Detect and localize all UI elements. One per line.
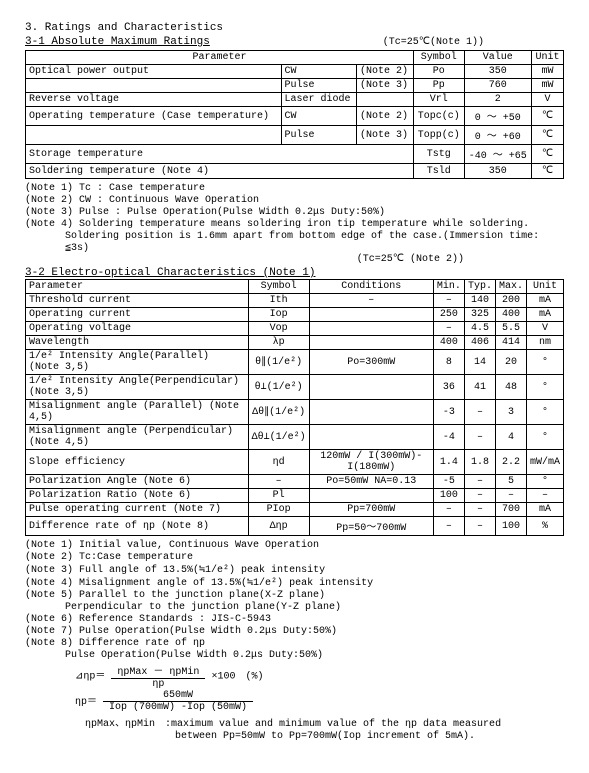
subsection-3-2: 3-2 Electro-optical Characteristics (Not… bbox=[25, 267, 315, 279]
th-max: Max. bbox=[495, 280, 526, 294]
note-line: (Note 2) CW : Continuous Wave Operation bbox=[25, 195, 564, 206]
table-electro-optical: Parameter Symbol Conditions Min. Typ. Ma… bbox=[25, 279, 564, 536]
table-row: Slope efficiencyηd120mW / I(300mW)-I(180… bbox=[26, 450, 564, 475]
table-absolute-max: Parameter Symbol Value Unit Optical powe… bbox=[25, 50, 564, 179]
table-row: Pulse operating current (Note 7)PIopPp=7… bbox=[26, 503, 564, 517]
note-line: (Note 1) Initial value, Continuous Wave … bbox=[25, 540, 564, 551]
table-row: Misalignment angle (Perpendicular)(Note … bbox=[26, 425, 564, 450]
table-row: Operating voltageVop–4.55.5V bbox=[26, 322, 564, 336]
formula-delta-eta: ⊿ηp＝ ηpMax － ηpMinηp ×100 (%) bbox=[75, 662, 564, 690]
table-row: Difference rate of ηp (Note 8)ΔηpPp=50～7… bbox=[26, 517, 564, 536]
th-symbol: Symbol bbox=[248, 280, 309, 294]
table-row: Polarization Angle (Note 6)–Po=50mW NA=0… bbox=[26, 475, 564, 489]
note-line: (Note 4) Soldering temperature means sol… bbox=[25, 219, 564, 230]
table-row: Soldering temperature (Note 4)Tsld350℃ bbox=[26, 164, 564, 179]
note-line: (Note 7) Pulse Operation(Pulse Width 0.2… bbox=[25, 626, 564, 637]
table-row: Wavelengthλp400406414nm bbox=[26, 336, 564, 350]
table-row: Pulse(Note 3)Pp760mW bbox=[26, 79, 564, 93]
th-typ: Typ. bbox=[464, 280, 495, 294]
table-row: Reverse voltageLaser diodeVrl2V bbox=[26, 93, 564, 107]
table-row: 1/e² Intensity Angle(Parallel) (Note 3,5… bbox=[26, 350, 564, 375]
note-line: (Note 3) Pulse : Pulse Operation(Pulse W… bbox=[25, 207, 564, 218]
tc-note-1: (Tc=25℃(Note 1)) bbox=[383, 36, 484, 48]
table-row: 1/e² Intensity Angle(Perpendicular)(Note… bbox=[26, 375, 564, 400]
table-row: Storage temperatureTstg-40 ～ +65℃ bbox=[26, 145, 564, 164]
tc-note-2: (Tc=25℃ (Note 2)) bbox=[357, 253, 464, 265]
note-line: (Note 5) Parallel to the junction plane(… bbox=[25, 590, 564, 601]
th-min: Min. bbox=[433, 280, 464, 294]
table-row: Optical power outputCW(Note 2)Po350mW bbox=[26, 65, 564, 79]
note-indent: Pulse Operation(Pulse Width 0.2μs Duty:5… bbox=[65, 650, 564, 661]
th-unit: Unit bbox=[526, 280, 563, 294]
note-indent: Soldering position is 1.6mm apart from b… bbox=[65, 231, 564, 254]
table-row: Misalignment angle (Parallel) (Note 4,5)… bbox=[26, 400, 564, 425]
section-title: 3. Ratings and Characteristics bbox=[25, 22, 564, 34]
th-parameter: Parameter bbox=[26, 280, 249, 294]
th-conditions: Conditions bbox=[309, 280, 433, 294]
footnote: between Pp=50mW to Pp=700mW(Iop incremen… bbox=[175, 731, 564, 742]
note-line: (Note 1) Tc : Case temperature bbox=[25, 183, 564, 194]
note-indent: Perpendicular to the junction plane(Y-Z … bbox=[65, 602, 564, 613]
table-row: Pulse(Note 3)Topp(c)0 ～ +60℃ bbox=[26, 126, 564, 145]
table-row: Operating currentIop250325400mA bbox=[26, 308, 564, 322]
th-unit: Unit bbox=[531, 51, 563, 65]
table-row: Polarization Ratio (Note 6)Pl100––– bbox=[26, 489, 564, 503]
note-line: (Note 4) Misalignment angle of 13.5%(≒1/… bbox=[25, 577, 564, 589]
th-value: Value bbox=[464, 51, 531, 65]
note-line: (Note 8) Difference rate of ηp bbox=[25, 638, 564, 649]
note-line: (Note 3) Full angle of 13.5%(≒1/e²) peak… bbox=[25, 564, 564, 576]
th-parameter: Parameter bbox=[26, 51, 414, 65]
table-row: Threshold currentIth––140200mA bbox=[26, 294, 564, 308]
note-line: (Note 2) Tc:Case temperature bbox=[25, 552, 564, 563]
th-symbol: Symbol bbox=[413, 51, 464, 65]
note-line: (Note 6) Reference Standards : JIS-C-594… bbox=[25, 614, 564, 625]
footnote: ηpMax、ηpMin :maximum value and minimum v… bbox=[85, 714, 564, 730]
formula-eta-p: ηp＝ 650mWIop (700mW) -Iop (50mW) bbox=[75, 690, 564, 713]
table-row: Operating temperature (Case temperature)… bbox=[26, 107, 564, 126]
